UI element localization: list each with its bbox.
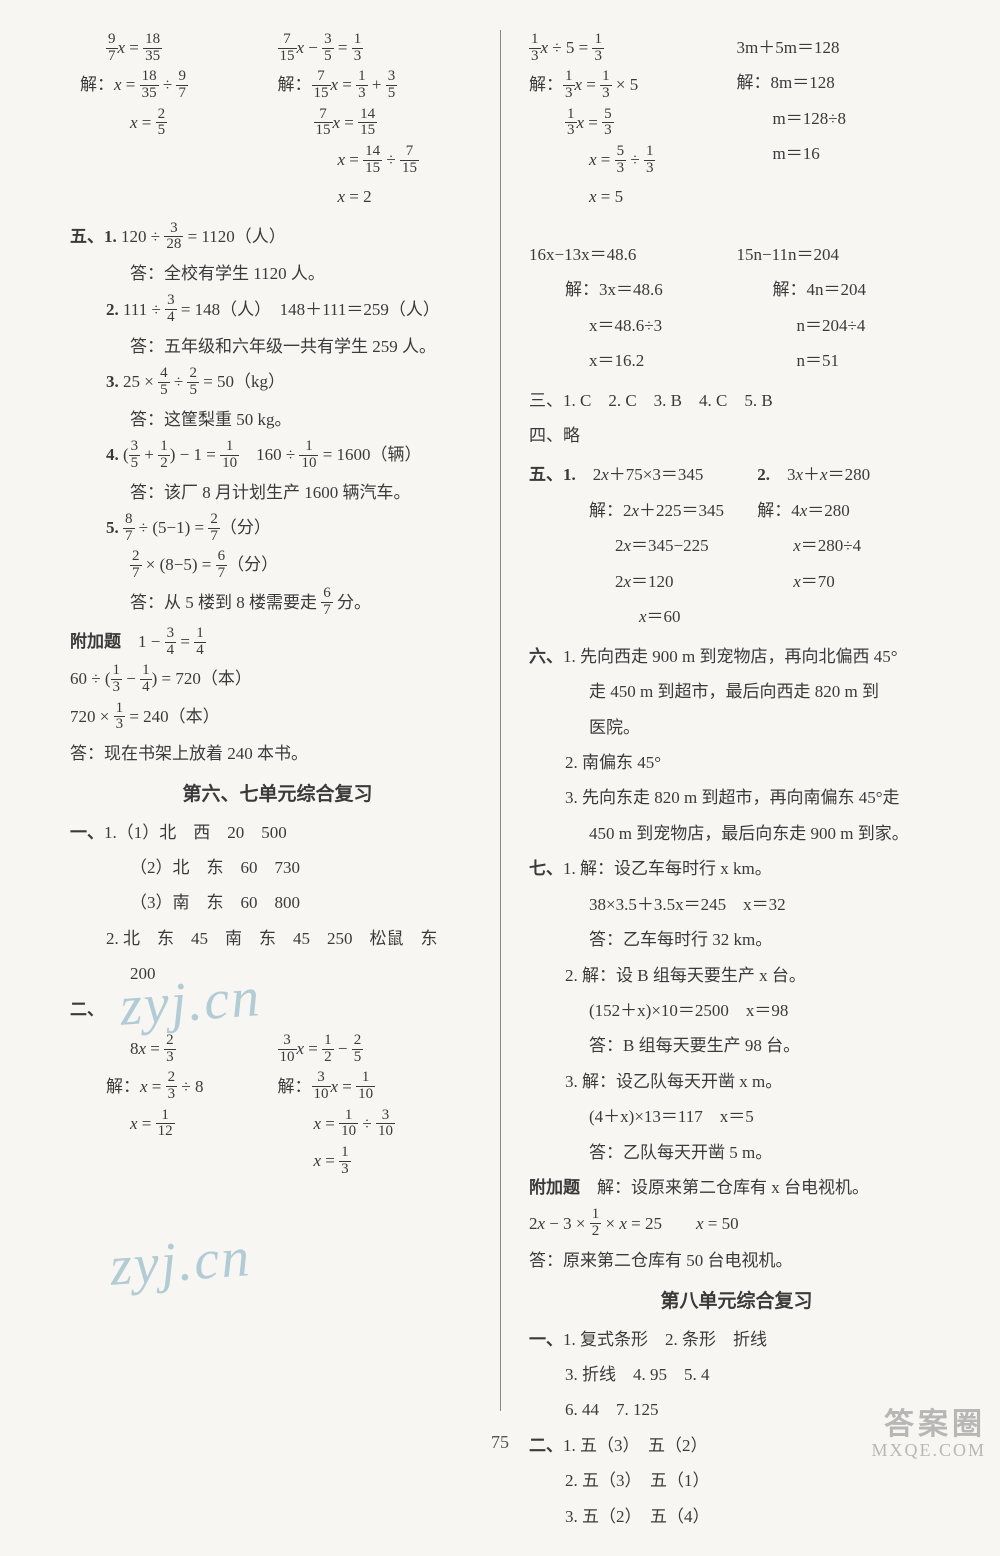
- column-divider: [500, 30, 501, 1411]
- list-item: 1.（1）北 西 20 500: [104, 823, 287, 842]
- eq-block: 97x = 1835 解：x = 1835 ÷ 97 x = 25 715x −…: [70, 28, 485, 217]
- text-line: 走 450 m 到超市，最后向西走 820 m 到: [529, 676, 944, 707]
- section-3: 三、1. C 2. C 3. B 4. C 5. B: [529, 385, 944, 416]
- text-line: 答：B 组每天要生产 98 台。: [529, 1030, 944, 1061]
- text-line: 38×3.5＋3.5x＝245 x＝32: [529, 889, 944, 920]
- equation: 15n−11n＝204: [737, 239, 945, 270]
- unit-title: 第八单元综合复习: [529, 1284, 944, 1319]
- list-item: 2. 五（3） 五（1）: [529, 1465, 944, 1496]
- answer-text: 答：原来第二仓库有 50 台电视机。: [529, 1245, 944, 1276]
- unit-title: 第六、七单元综合复习: [70, 777, 485, 812]
- text-line: 答：乙队每天开凿 5 m。: [529, 1137, 944, 1168]
- equation: x＝48.6÷3: [529, 310, 737, 341]
- answer-text: 答：现在书架上放着 240 本书。: [70, 738, 485, 769]
- section-label: 六、: [529, 641, 563, 672]
- text-line: 医院。: [529, 712, 944, 743]
- right-column: 13x ÷ 5 = 13 解：13x = 13 × 5 13x = 53 x =…: [507, 28, 944, 1536]
- list-item: 200: [70, 958, 485, 989]
- equation: 解：4n＝204: [737, 274, 945, 305]
- section-label: 二、: [70, 994, 104, 1025]
- answer-text: 答：五年级和六年级一共有学生 259 人。: [70, 331, 485, 362]
- text-line: 450 m 到宠物店，最后向东走 900 m 到家。: [529, 818, 944, 849]
- equation: m＝16: [737, 138, 945, 169]
- text-line: 2. 南偏东 45°: [529, 747, 944, 778]
- page-number: 75: [0, 1432, 1000, 1453]
- text-line: 1. 先向西走 900 m 到宠物店，再向北偏西 45°: [563, 647, 898, 666]
- list-item: 3. 五（2） 五（4）: [529, 1501, 944, 1532]
- section-label: 五、: [529, 459, 563, 490]
- list-item: 1. 复式条形 2. 条形 折线: [563, 1330, 767, 1349]
- text-line: 3. 解：设乙队每天开凿 x m。: [529, 1066, 944, 1097]
- section-label: 七、: [529, 853, 563, 884]
- text-line: 解：设原来第二仓库有 x 台电视机。: [597, 1178, 869, 1197]
- equation: x＝16.2: [529, 345, 737, 376]
- list-item: （3）南 东 60 800: [70, 887, 485, 918]
- text-line: 答：乙车每时行 32 km。: [529, 924, 944, 955]
- section-4: 四、略: [529, 420, 944, 451]
- list-item: 3. 折线 4. 95 5. 4: [529, 1359, 944, 1390]
- equation: n＝204÷4: [737, 310, 945, 341]
- list-item: （2）北 东 60 730: [70, 852, 485, 883]
- equation: 解：3x＝48.6: [529, 274, 737, 305]
- section-5: 五、1. 120 ÷ 328 = 1120（人）: [70, 221, 485, 254]
- text-line: 1. 解：设乙车每时行 x km。: [563, 859, 772, 878]
- equation: 解：8m＝128: [737, 67, 945, 98]
- answer-text: 答：这筐梨重 50 kg。: [70, 404, 485, 435]
- bonus-label: 附加题: [529, 1178, 580, 1197]
- answer-text: 答：全校有学生 1120 人。: [70, 258, 485, 289]
- section-label: 一、: [529, 1324, 563, 1355]
- brand-watermark: 答案圈 MXQE.COM: [871, 1408, 986, 1461]
- section-label: 五、: [70, 221, 104, 252]
- left-column: 97x = 1835 解：x = 1835 ÷ 97 x = 25 715x −…: [70, 28, 507, 1536]
- list-item: 2. 北 东 45 南 东 45 250 松鼠 东: [70, 923, 485, 954]
- text-line: (4＋x)×13＝117 x＝5: [529, 1101, 944, 1132]
- equation: n＝51: [737, 345, 945, 376]
- text-line: 3. 先向东走 820 m 到超市，再向南偏东 45°走: [529, 782, 944, 813]
- equation: 16x−13x＝48.6: [529, 239, 737, 270]
- brand-cn: 答案圈: [871, 1408, 986, 1441]
- text-line: 2. 解：设 B 组每天要生产 x 台。: [529, 960, 944, 991]
- brand-en: MXQE.COM: [871, 1441, 986, 1461]
- text-line: (152＋x)×10＝2500 x＝98: [529, 995, 944, 1026]
- equation: 3m＋5m＝128: [737, 32, 945, 63]
- section-label: 一、: [70, 817, 104, 848]
- bonus-label: 附加题: [70, 632, 121, 651]
- answer-text: 答：该厂 8 月计划生产 1600 辆汽车。: [70, 477, 485, 508]
- equation: m＝128÷8: [737, 103, 945, 134]
